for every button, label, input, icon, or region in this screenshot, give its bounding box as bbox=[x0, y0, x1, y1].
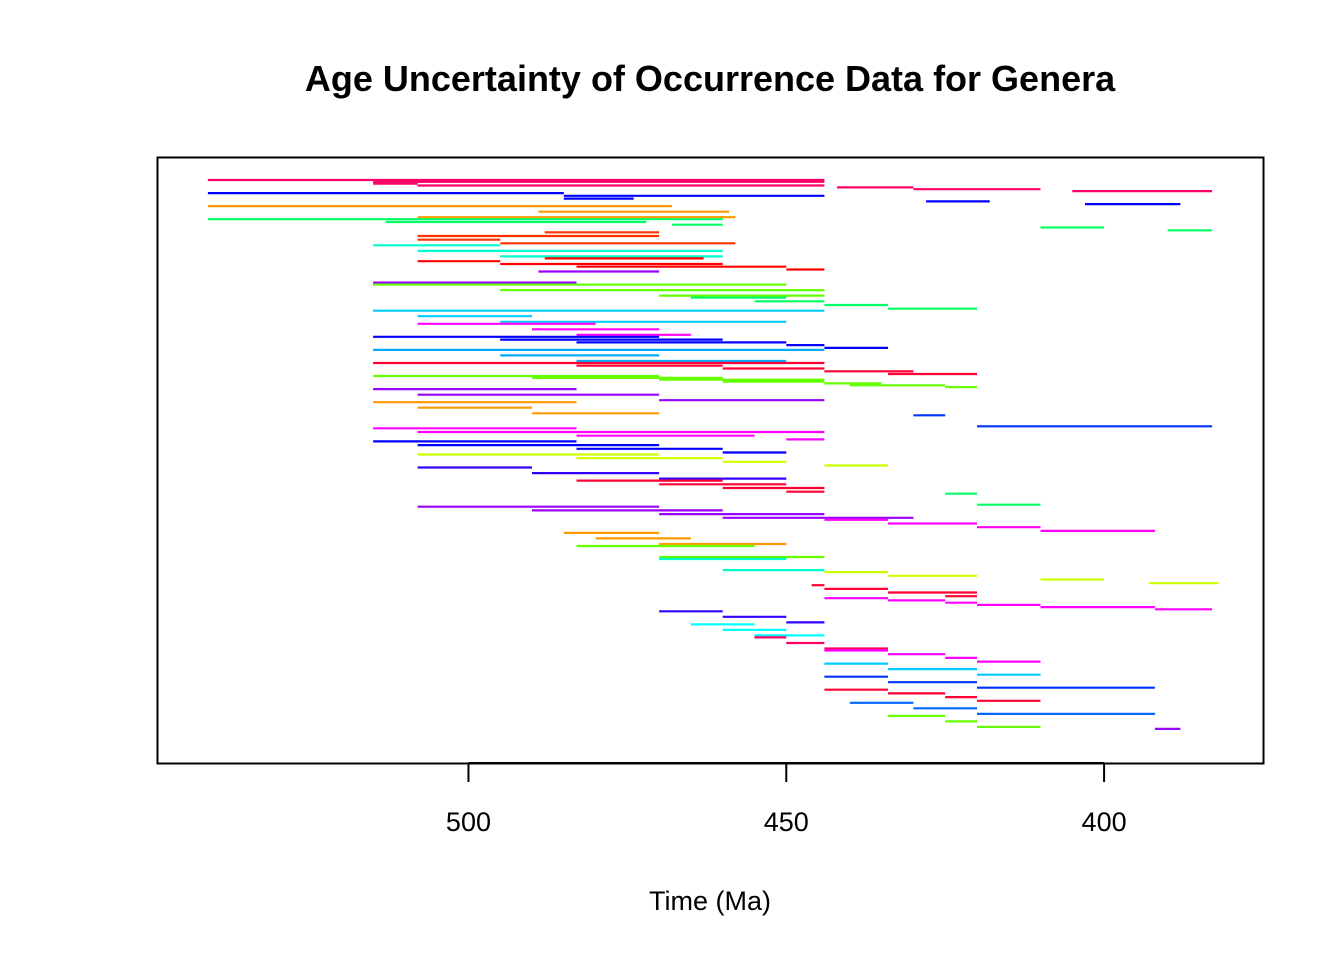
x-axis: 500 450 400 bbox=[446, 762, 1127, 837]
plot-frame bbox=[156, 156, 1265, 765]
chart-title: Age Uncertainty of Occurrence Data for G… bbox=[305, 58, 1116, 99]
x-tick-label: 500 bbox=[446, 807, 491, 837]
occurrence-bars bbox=[207, 178, 1219, 731]
x-tick-label: 450 bbox=[764, 807, 809, 837]
x-axis-label: Time (Ma) bbox=[649, 886, 771, 916]
x-tick-label: 400 bbox=[1082, 807, 1127, 837]
